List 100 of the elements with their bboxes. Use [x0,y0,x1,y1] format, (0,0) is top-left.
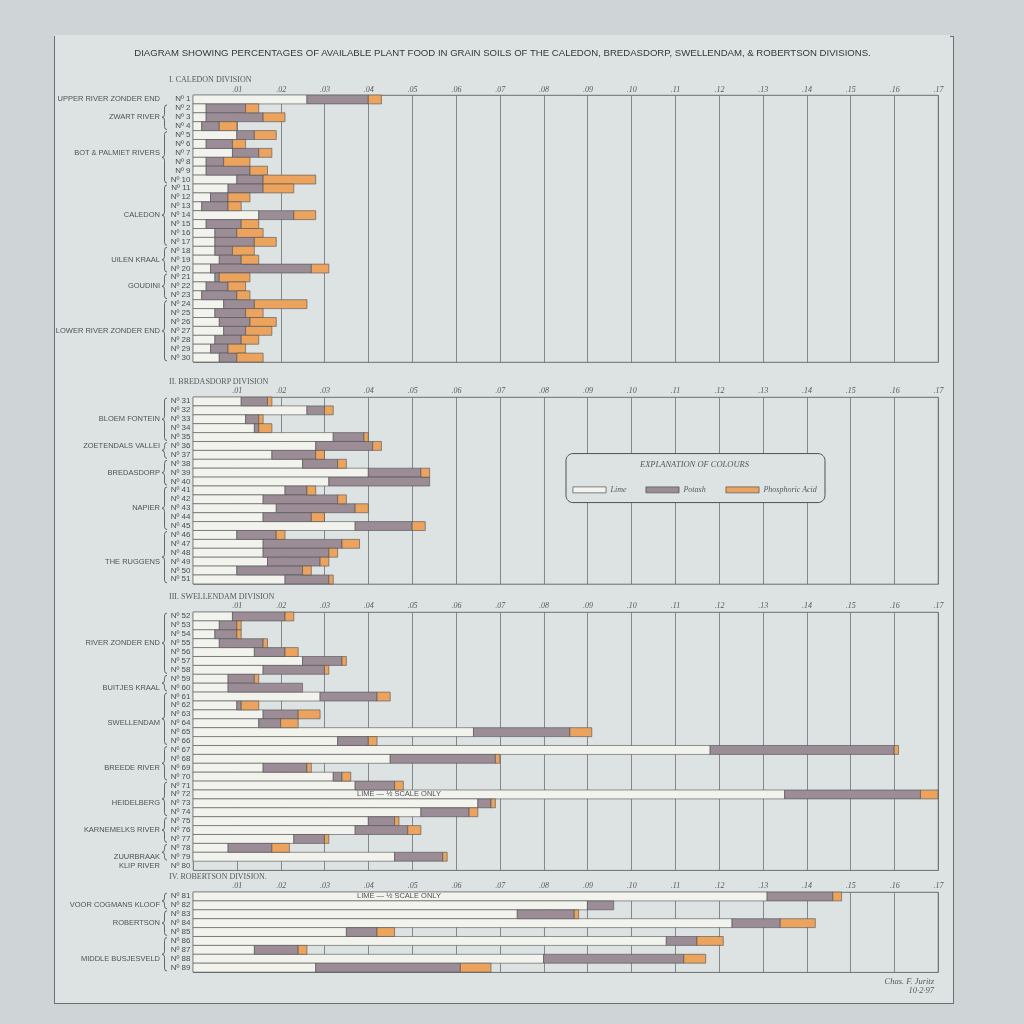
x-tick-label: .17 [933,881,945,891]
x-tick-label: .07 [495,386,507,396]
y-tick-label: Nº 24 [170,299,192,309]
x-tick-label: .01 [232,84,243,94]
y-tick-label: Nº 55 [170,638,192,648]
y-tick-label: Nº 80 [170,860,192,870]
y-tick-label: Nº 68 [170,753,192,763]
y-tick-label: Nº 35 [170,432,192,442]
y-tick-label: Nº 74 [170,807,192,817]
y-tick-label: Nº 69 [170,762,192,772]
x-tick-label: .11 [670,386,681,396]
y-tick-label: Nº 11 [171,183,192,193]
y-tick-label: Nº 52 [170,611,192,621]
x-tick-label: .14 [802,84,813,94]
x-tick-label: .03 [319,881,330,891]
x-tick-label: .16 [889,386,900,396]
chart-title: DIAGRAM SHOWING PERCENTAGES OF AVAILABLE PLANT FOOD IN GRAIN SOILS OF THE CALEDON, BREDASDORP, SWELLENDAM, & ROBERTSON DIVISIONS. [134,47,871,58]
x-tick-label: .07 [495,84,507,94]
legend-label: Potash [682,484,706,494]
y-tick-label: Nº 76 [170,824,192,834]
y-tick-label: Nº 85 [170,927,192,937]
y-tick-label: Nº 48 [170,547,192,557]
x-tick-label: .07 [495,881,507,891]
x-tick-label: .13 [758,881,769,891]
y-tick-label: Nº 10 [170,174,192,184]
x-tick-label: .12 [714,386,725,396]
y-tick-label: Nº 87 [170,944,192,954]
y-tick-label: Nº 32 [170,405,192,415]
x-tick-label: .05 [407,601,418,611]
x-tick-label: .03 [319,84,330,94]
y-tick-label: Nº 44 [170,512,192,522]
y-tick-label: Nº 51 [170,574,192,584]
y-tick-label: Nº 18 [170,245,192,255]
x-tick-label: .07 [495,601,507,611]
x-tick-label: .04 [363,601,374,611]
x-tick-label: .08 [539,601,550,611]
y-tick-label: Nº 63 [170,709,192,719]
x-tick-label: .08 [539,84,550,94]
y-tick-label: Nº 61 [170,691,192,701]
x-tick-label: .15 [845,84,856,94]
y-tick-label: Nº 4 [175,121,192,131]
y-tick-label: Nº 47 [170,538,192,548]
x-tick-label: .05 [407,84,418,94]
y-tick-label: Nº 23 [170,290,192,300]
y-tick-label: Nº 20 [170,263,192,273]
y-tick-label: Nº 6 [175,138,192,148]
x-tick-label: .13 [758,84,769,94]
y-tick-label: Nº 84 [170,918,192,928]
x-tick-label: .06 [451,881,462,891]
x-tick-label: .01 [232,386,243,396]
y-tick-label: Nº 72 [170,789,192,799]
y-tick-label: Nº 5 [175,130,192,140]
x-tick-label: .08 [539,386,550,396]
legend-label: Phosphoric Acid [762,484,818,494]
y-tick-label: Nº 82 [170,900,192,910]
y-tick-label: Nº 83 [170,909,192,919]
x-tick-label: .12 [714,84,725,94]
y-tick-label: Nº 15 [170,219,192,229]
y-tick-label: Nº 41 [170,485,192,495]
y-tick-label: Nº 27 [170,325,192,335]
x-tick-label: .09 [582,881,593,891]
y-tick-label: Nº 65 [170,727,192,737]
y-tick-label: Nº 14 [170,210,192,220]
legend-label: Lime [609,484,627,494]
x-tick-label: .08 [539,881,550,891]
y-tick-label: Nº 86 [170,935,192,945]
y-tick-label: Nº 34 [170,423,192,433]
x-tick-label: .16 [889,601,900,611]
y-tick-label: Nº 77 [170,833,192,843]
y-tick-label: Nº 49 [170,556,192,566]
y-tick-label: Nº 56 [170,646,192,656]
x-tick-label: .02 [276,601,287,611]
y-tick-label: Nº 8 [175,156,192,166]
y-tick-label: Nº 45 [170,521,192,531]
x-tick-label: .16 [889,84,900,94]
x-tick-label: .10 [626,601,637,611]
y-tick-label: Nº 60 [170,682,192,692]
y-tick-label: Nº 64 [170,718,192,728]
x-tick-label: .11 [670,84,681,94]
y-tick-label: Nº 9 [175,165,192,175]
y-tick-label: Nº 70 [170,771,192,781]
x-tick-label: .17 [933,84,945,94]
x-tick-label: .09 [582,601,593,611]
x-tick-label: .17 [933,386,945,396]
x-tick-label: .06 [451,84,462,94]
y-tick-label: Nº 2 [175,103,192,113]
x-tick-label: .16 [889,881,900,891]
x-tick-label: .03 [319,601,330,611]
y-tick-label: Nº 71 [170,780,192,790]
y-tick-label: Nº 42 [170,494,192,504]
x-tick-label: .11 [670,881,681,891]
y-tick-label: Nº 37 [170,449,192,459]
x-tick-label: .01 [232,881,243,891]
x-tick-label: .14 [802,386,813,396]
chart-subtitle: I. CALEDON DIVISION [169,75,252,84]
x-tick-label: .14 [802,601,813,611]
x-tick-label: .13 [758,601,769,611]
x-tick-label: .02 [276,386,287,396]
y-tick-label: Nº 16 [170,227,192,237]
y-tick-label: Nº 7 [175,147,192,157]
